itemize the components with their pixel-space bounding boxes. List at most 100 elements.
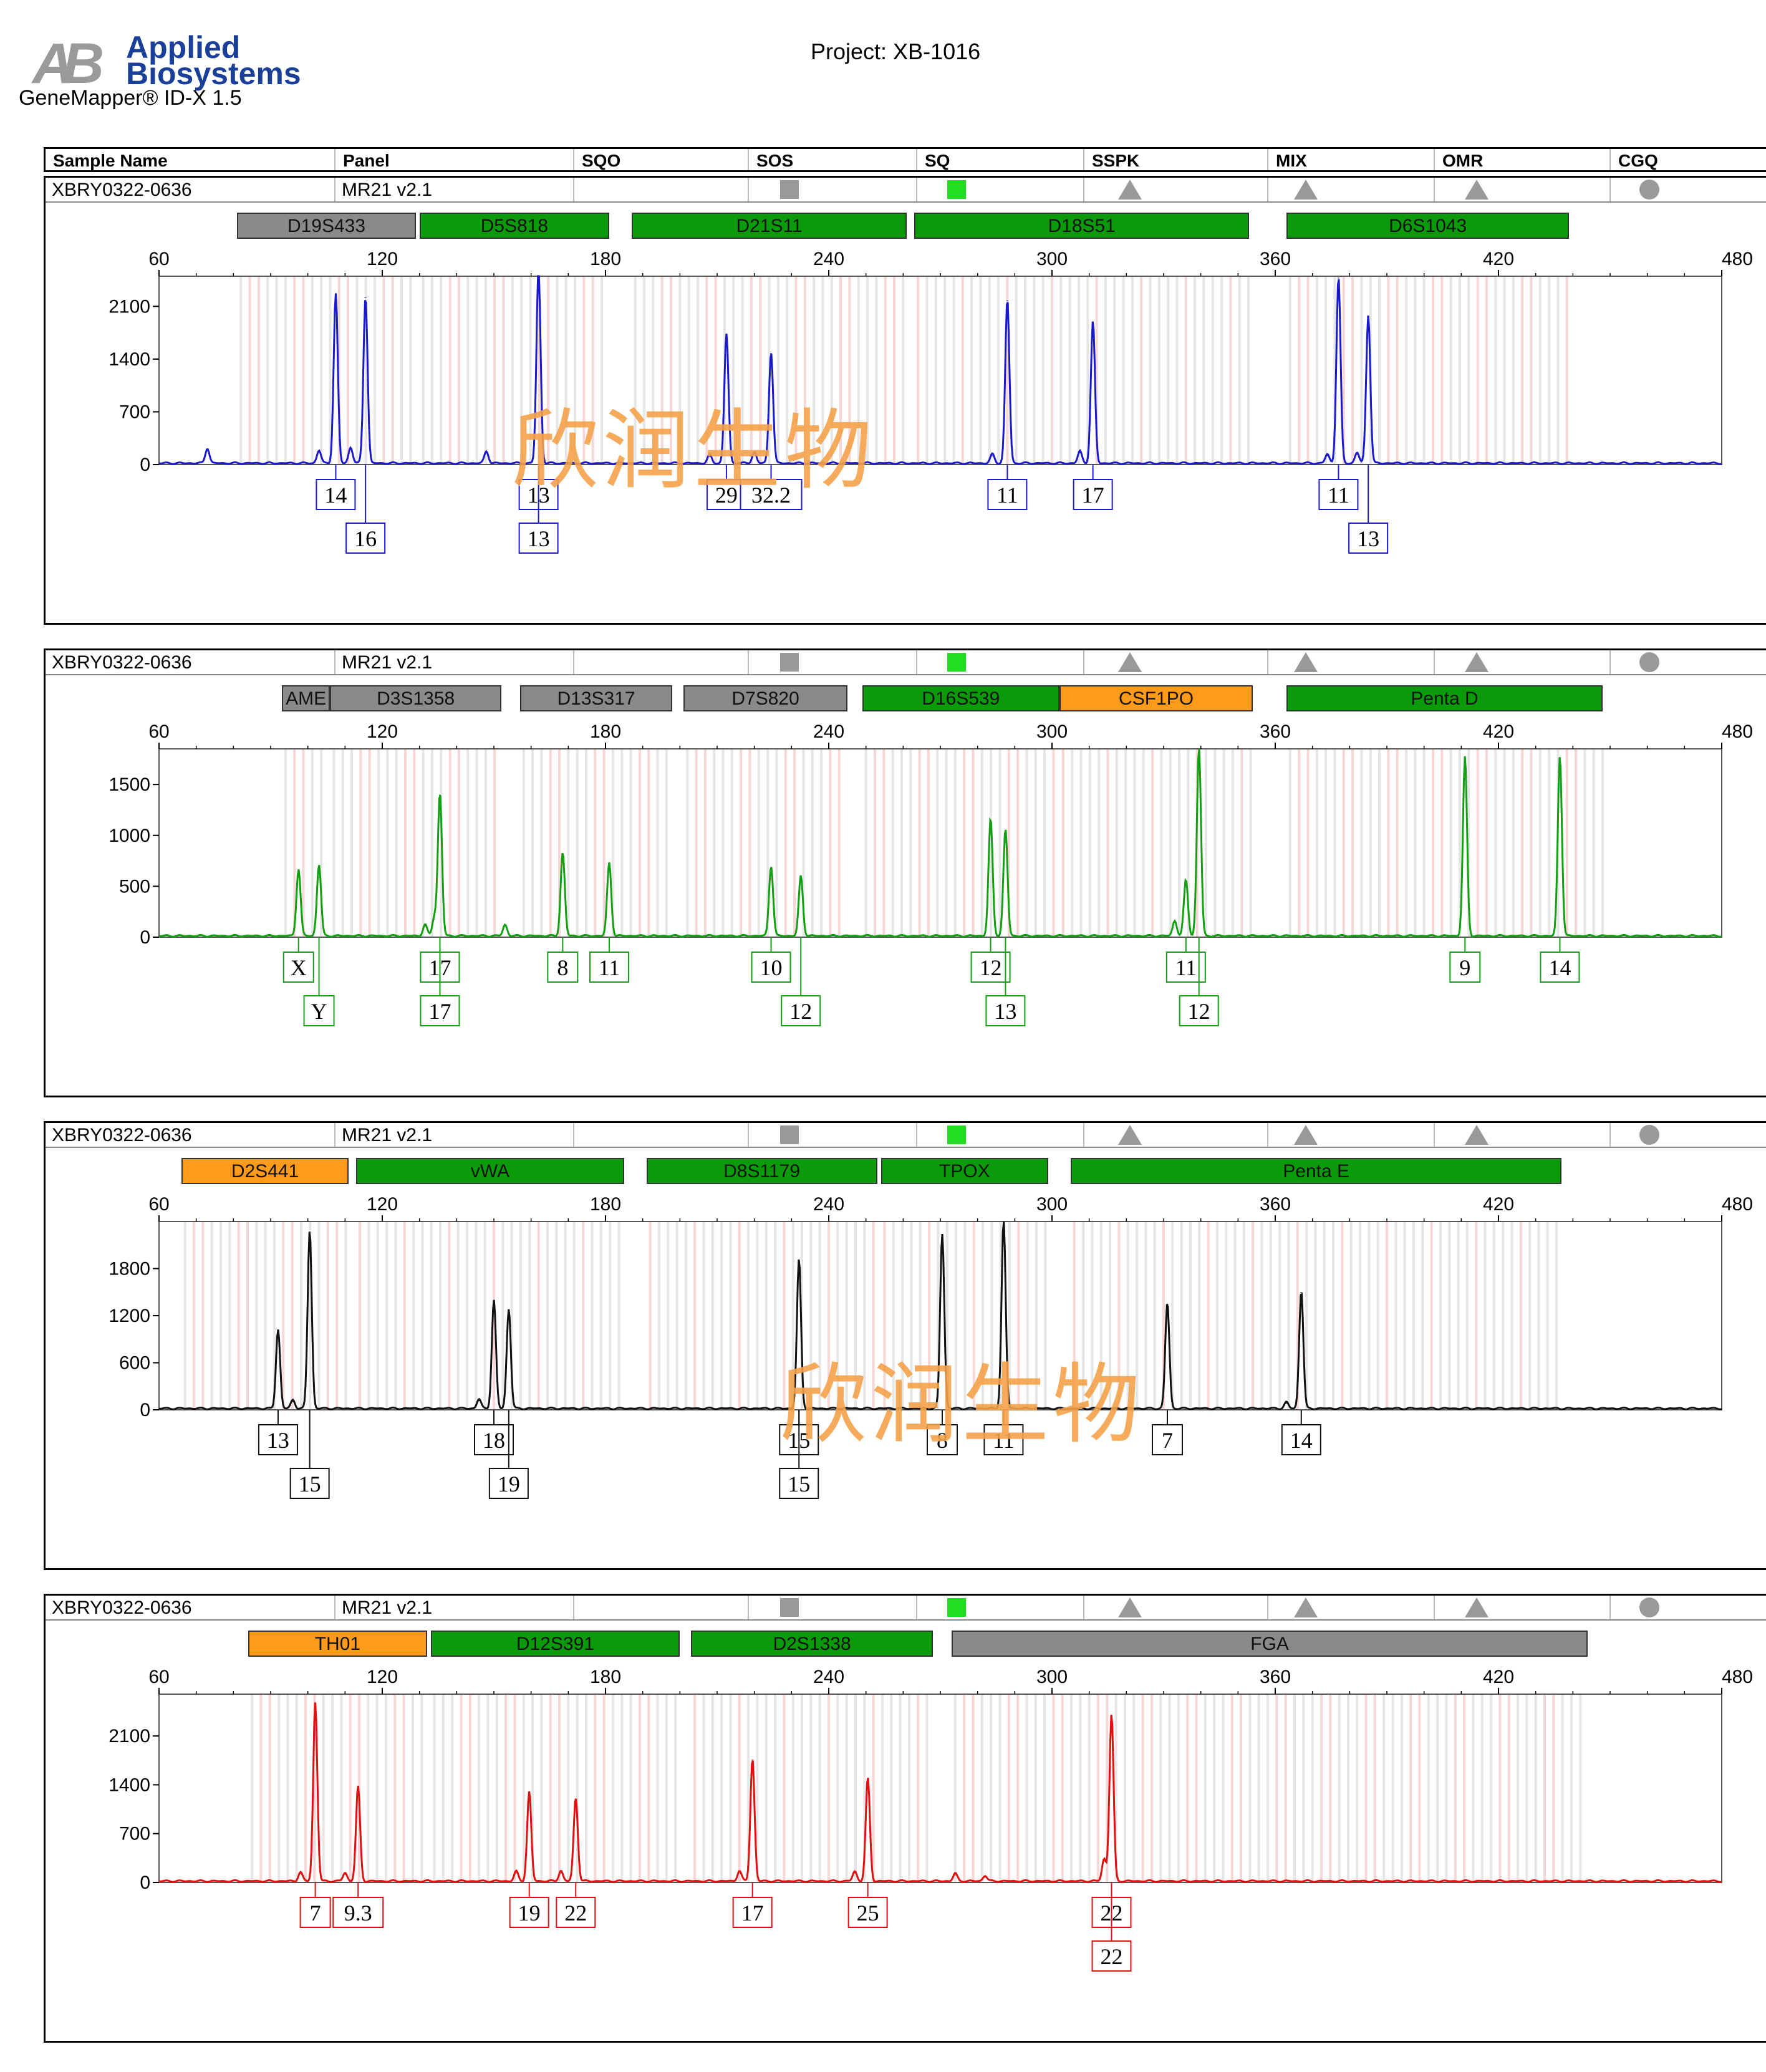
sample-name-cell: XBRY0322-0636 [46,650,335,674]
marker-bin[interactable]: FGA [951,1631,1588,1657]
marker-bin[interactable]: D12S391 [430,1631,680,1657]
marker-bin[interactable]: D21S11 [631,213,907,239]
quality-cell [917,1596,1084,1619]
allele-label: 32.2 [751,483,791,508]
allele-label: 9 [1459,955,1470,980]
sample-row[interactable]: XBRY0322-0636 MR21 v2.1 [46,1596,1766,1621]
quality-cell [1435,650,1611,674]
allele-label: 14 [324,483,347,508]
col-omr[interactable]: OMR [1435,149,1611,170]
marker-bin[interactable]: CSF1PO [1059,685,1253,711]
sample-row[interactable]: XBRY0322-0636 MR21 v2.1 [46,1123,1766,1148]
quality-cell [1435,1596,1611,1619]
allele-box [732,1897,773,1928]
col-sq[interactable]: SQ [917,149,1084,170]
sample-row[interactable]: XBRY0322-0636 MR21 v2.1 [46,650,1766,675]
omr-triangle-icon [1465,1125,1489,1145]
quality-cell [1435,178,1611,201]
marker-bin[interactable]: TPOX [881,1158,1049,1184]
electropherogram-plot: 60 120 180 240 300 360 420 480 0 700 1400 2100 7 9.3 1… [109,1667,1753,1972]
y-tick-label: 1400 [109,1775,150,1795]
col-cgq[interactable]: CGQ [1618,151,1658,170]
y-tick-label: 700 [119,1824,150,1844]
col-sspk[interactable]: SSPK [1084,149,1268,170]
marker-bin[interactable]: D19S433 [237,213,416,239]
col-sample-name[interactable]: Sample Name [46,149,335,170]
sspk-triangle-icon [1118,180,1142,200]
mix-triangle-icon [1294,180,1318,200]
sample-row[interactable]: XBRY0322-0636 MR21 v2.1 [46,178,1766,203]
allele-label: 7 [1162,1428,1173,1453]
col-mix[interactable]: MIX [1268,149,1435,170]
allele-box [303,995,335,1026]
col-panel[interactable]: Panel [335,149,574,170]
marker-bin[interactable]: D18S51 [914,213,1250,239]
allele-label: 14 [1290,1428,1313,1453]
electropherogram-plot: 60 120 180 240 300 360 420 480 0 700 1400 2100 14 16 1… [109,249,1753,554]
allele-box [258,1424,298,1455]
allele-box [1073,479,1113,510]
marker-bin[interactable]: D5S818 [419,213,609,239]
allele-label: 17 [1082,483,1104,508]
allele-label: X [291,955,307,980]
col-sqo[interactable]: SQO [574,149,749,170]
marker-bin[interactable]: D3S1358 [330,685,501,711]
marker-bin[interactable]: TH01 [248,1631,427,1657]
sq-square-icon [947,1125,966,1144]
sample-panel: XBRY0322-0636 MR21 v2.1 TH01 D12S391 D2S1338… [44,1594,1766,2043]
x-tick-label: 240 [813,1667,844,1687]
quality-cell [574,1123,749,1147]
signal-trace [158,1221,1722,1410]
panel-name-cell: MR21 v2.1 [335,1596,574,1619]
mix-triangle-icon [1294,1597,1318,1617]
marker-bin[interactable]: Penta E [1070,1158,1562,1184]
marker-bin[interactable]: D13S317 [519,685,673,711]
panel-name-cell: MR21 v2.1 [335,1123,574,1147]
allele-box [518,523,559,554]
marker-bin[interactable]: D6S1043 [1286,213,1570,239]
allele-box [970,952,1011,983]
marker-bin[interactable]: D2S1338 [691,1631,934,1657]
marker-bin[interactable]: D16S539 [862,685,1059,711]
allele-box [420,995,460,1026]
allele-box [926,1424,958,1455]
allele-box [316,479,356,510]
signal-trace [158,1702,1722,1883]
marker-bin[interactable]: D7S820 [683,685,847,711]
x-tick-label: 360 [1260,249,1291,269]
sos-square-icon [780,1125,799,1144]
x-tick-label: 180 [590,249,621,269]
x-tick-label: 120 [367,1194,398,1215]
allele-label: 13 [528,526,550,551]
allele-box [1281,1424,1321,1455]
marker-bin[interactable]: vWA [356,1158,624,1184]
x-tick-label: 60 [148,721,169,742]
y-tick-label: 0 [140,1400,150,1420]
col-sos[interactable]: SOS [749,149,917,170]
allele-label: 19 [498,1472,520,1496]
allele-label: 25 [857,1901,879,1925]
allele-label: 29 [715,483,738,508]
quality-cell [1268,650,1435,674]
signal-trace [158,275,1722,465]
allele-box [589,952,629,983]
allele-label: 12 [980,955,1002,980]
quality-cell [1268,1123,1435,1147]
allele-box [740,479,803,510]
plot-frame [158,1694,1722,1883]
allele-box [1091,1940,1132,1972]
marker-bin[interactable]: D2S441 [181,1158,349,1184]
marker-bin[interactable]: AME [281,685,331,711]
marker-bin[interactable]: Penta D [1286,685,1603,711]
y-tick-label: 1400 [109,349,150,370]
sample-name-cell: XBRY0322-0636 [46,1123,335,1147]
y-tick-label: 0 [140,927,150,948]
sos-square-icon [780,653,799,672]
quality-cell [1084,650,1268,674]
marker-bin[interactable]: D8S1179 [646,1158,877,1184]
allele-box [345,523,386,554]
allele-label: 18 [483,1428,505,1453]
allele-label: 11 [1175,955,1197,980]
sq-square-icon [947,653,966,672]
x-tick-label: 480 [1722,249,1753,269]
